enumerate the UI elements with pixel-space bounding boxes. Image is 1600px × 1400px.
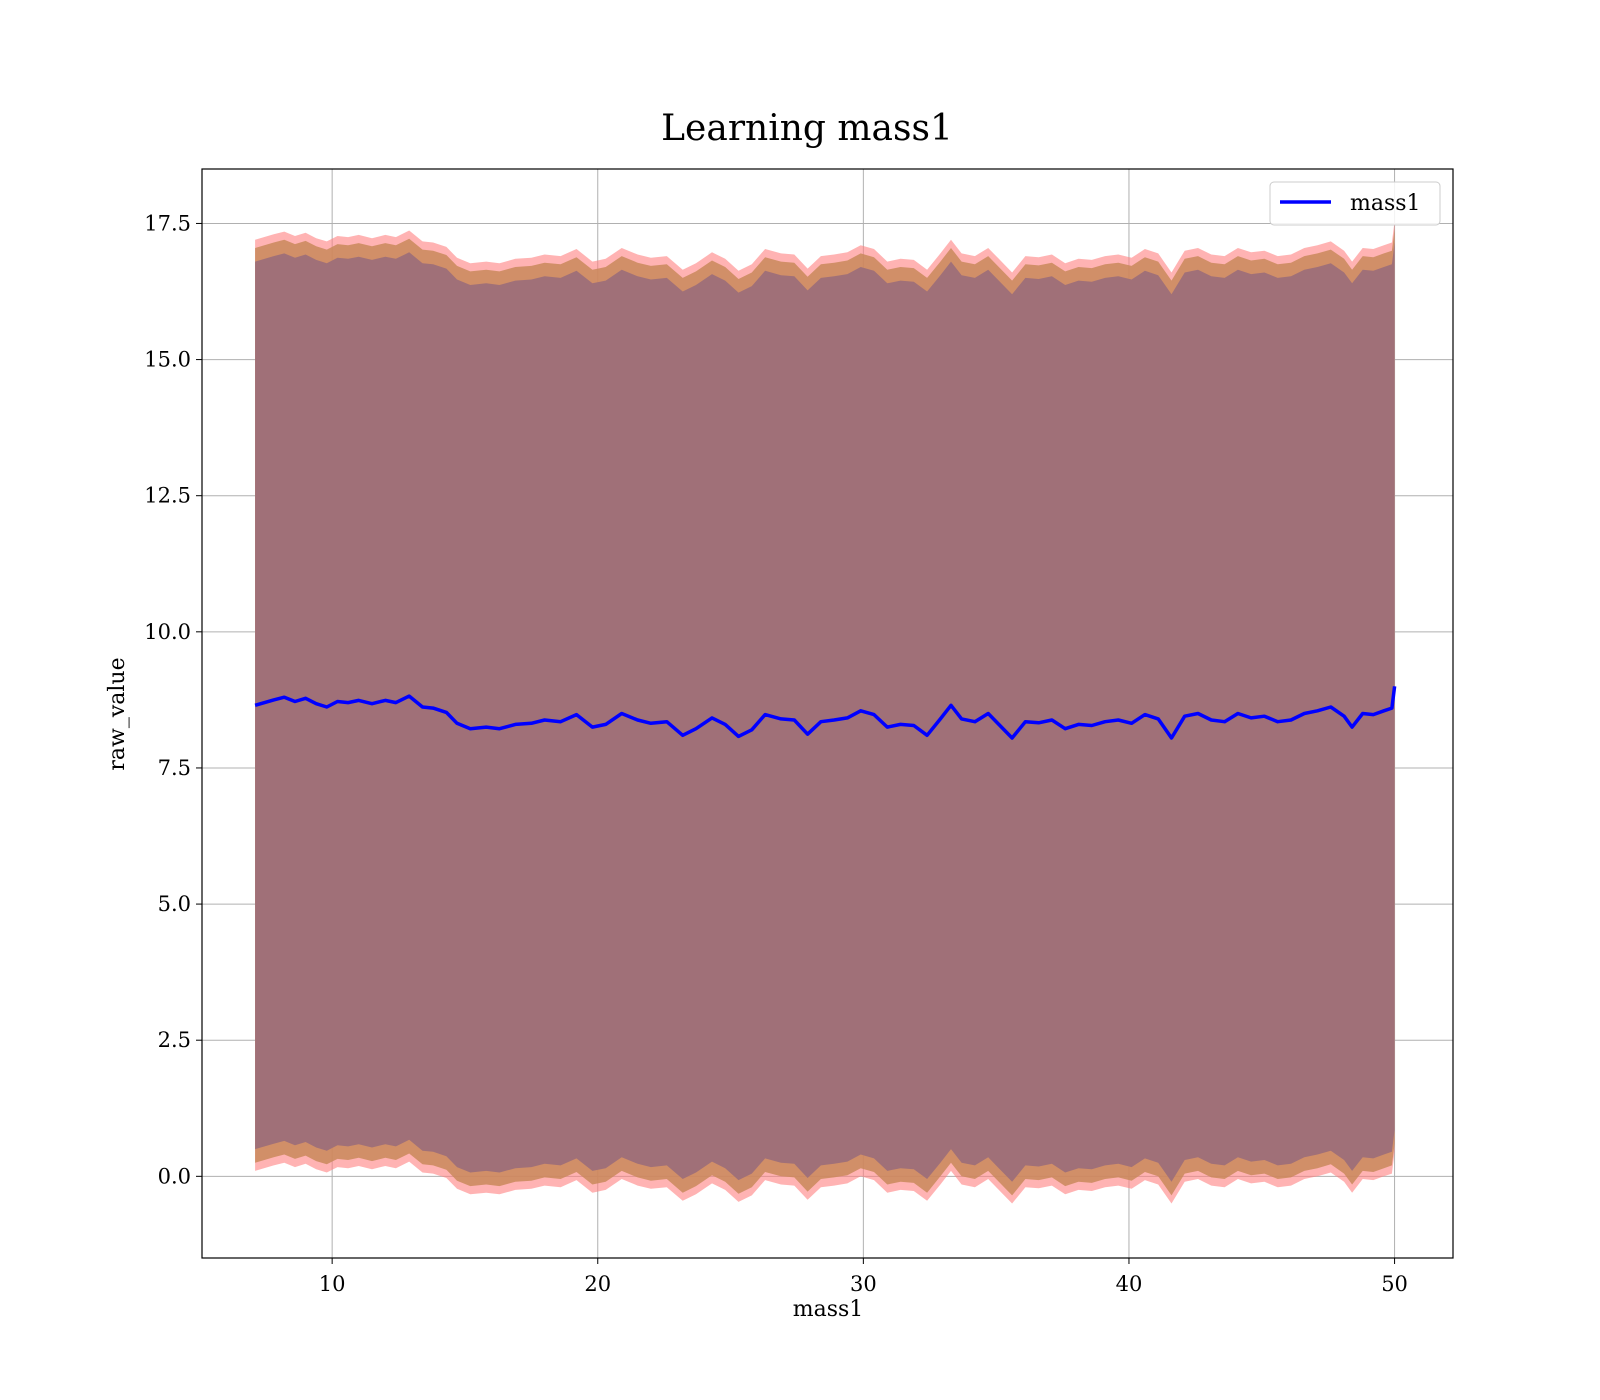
band-inner [255, 242, 1395, 1182]
y-tick-label-1: 2.5 [158, 1028, 191, 1052]
x-tick-label-3: 40 [1116, 1272, 1143, 1296]
x-tick-label-4: 50 [1381, 1272, 1408, 1296]
x-tick-label-1: 20 [584, 1272, 611, 1296]
chart-title: Learning mass1 [661, 108, 953, 149]
legend-box [1269, 181, 1441, 226]
y-tick-label-2: 5.0 [158, 892, 191, 916]
y-tick-label-3: 7.5 [158, 756, 191, 780]
y-axis-ticks: 0.0 2.5 5.0 7.5 10.0 12.5 15.0 17.5 [144, 211, 202, 1188]
y-axis-label: raw_value [105, 657, 130, 770]
y-tick-label-7: 17.5 [144, 211, 191, 235]
plot-frame [201, 168, 1454, 1259]
y-tick-label-0: 0.0 [158, 1164, 191, 1188]
legend: mass1 [1269, 181, 1441, 226]
x-tick-label-0: 10 [319, 1272, 346, 1296]
x-axis-label: mass1 [793, 1297, 864, 1322]
uncertainty-bands [255, 220, 1395, 1204]
y-tick-label-6: 15.0 [144, 348, 191, 372]
legend-label-mass1: mass1 [1350, 191, 1421, 216]
y-tick-label-4: 10.0 [144, 620, 191, 644]
y-tick-label-5: 12.5 [144, 484, 191, 508]
x-axis-ticks: 10 20 30 40 50 [319, 1258, 1408, 1296]
series-lines [254, 686, 1397, 740]
x-tick-label-2: 30 [850, 1272, 877, 1296]
series-line-mass1 [254, 686, 1397, 740]
